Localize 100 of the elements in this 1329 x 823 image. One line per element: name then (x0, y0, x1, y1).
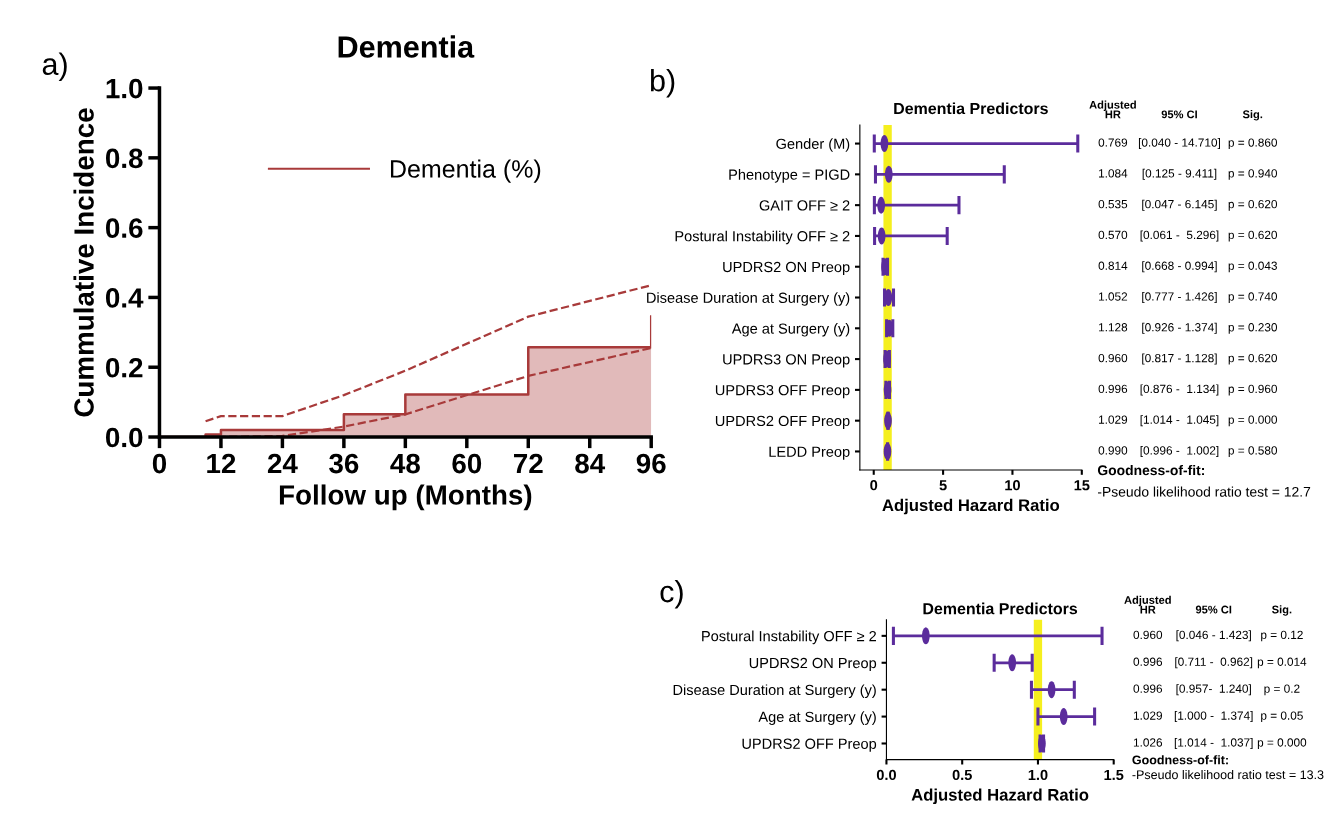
x-tick-label: 96 (636, 453, 666, 474)
chart-title: Dementia (338, 35, 475, 58)
text: p = 0.740 (1228, 292, 1278, 304)
x-axis-title: Adjusted Hazard Ratio (882, 498, 1060, 515)
y-tick-label: UPDRS2 OFF Preop (742, 738, 877, 752)
x-tick-label: 1.5 (1104, 769, 1124, 781)
x-tick-label: 24 (267, 453, 298, 474)
y-tick-label: Gender (M) (776, 138, 850, 152)
x-tick-label: 0.5 (952, 769, 972, 781)
text: Adjusted HR (1089, 100, 1136, 119)
text: 0.570 (1098, 230, 1128, 240)
text: 1.029 (1099, 415, 1128, 424)
x-tick-label: 84 (575, 453, 606, 474)
x-axis-title: Adjusted Hazard Ratio (911, 788, 1089, 805)
text: 0.996 (1133, 657, 1163, 666)
text: p = 0.860 (1228, 138, 1278, 150)
text: 1.026 (1133, 738, 1163, 747)
text: [1.014 - 1.037] (1174, 737, 1253, 749)
text: 1.029 (1133, 711, 1162, 720)
y-tick-label: Postural Instability OFF ≥ 2 (702, 630, 876, 645)
y-tick-label: UPDRS2 ON Preop (749, 657, 877, 672)
y-tick-label: 0.0 (105, 427, 143, 448)
text: [1.014 - 1.045] (1140, 415, 1219, 427)
text: p = 0.620 (1228, 353, 1278, 365)
x-tick-label: 0.0 (876, 769, 896, 781)
y-tick-label: UPDRS2 ON Preop (723, 261, 850, 276)
text: 0.960 (1133, 630, 1163, 640)
text: [1.000 - 1.374] (1174, 711, 1253, 723)
text: [0.996 - 1.002] (1140, 445, 1219, 457)
text: a) (42, 52, 67, 82)
text: [0.777 - 1.426] (1142, 292, 1217, 304)
text: [0.046 - 1.423] (1176, 630, 1251, 642)
chart-title: Dementia Predictors (894, 102, 1048, 115)
text: 1.084 (1099, 169, 1128, 178)
text: -Pseudo likelihood ratio test = 12.7 (1097, 486, 1311, 497)
text: [0.668 - 0.994] (1142, 261, 1217, 273)
text: [0.876 - 1.134] (1140, 384, 1219, 396)
text: Sig. (1272, 605, 1292, 616)
y-tick-label: 0.2 (105, 357, 143, 378)
text: -Pseudo likelihood ratio test = 13.3 (1132, 769, 1324, 780)
text: 95% CI (1161, 110, 1197, 119)
x-tick-label: 15 (1074, 480, 1090, 491)
x-tick-label: 1.0 (1028, 769, 1048, 781)
y-tick-label: UPDRS3 ON Preop (723, 354, 850, 368)
x-tick-label: 60 (452, 453, 482, 474)
y-tick-label: LEDD Preop (769, 446, 850, 460)
text: [0.061 - 5.296] (1140, 230, 1219, 242)
text: p = 0.014 (1257, 657, 1307, 669)
text: [0.047 - 6.145] (1142, 199, 1217, 211)
y-tick-label: Age at Surgery (y) (731, 323, 850, 337)
text: [0.711 - 0.962] (1175, 657, 1253, 669)
y-tick-label: Age at Surgery (y) (758, 711, 876, 725)
x-tick-label: 36 (329, 453, 359, 474)
x-tick-label: 72 (514, 453, 543, 474)
y-tick-label: Phenotype = PIGD (729, 169, 850, 183)
text: c) (660, 580, 683, 609)
text: [0.125 - 9.411] (1142, 168, 1217, 180)
annotation: b) (650, 69, 675, 98)
text: [0.040 - 14.710] (1138, 138, 1220, 150)
x-tick-label: 12 (207, 453, 236, 474)
text: p = 0.620 (1228, 199, 1278, 211)
x-axis-title: Follow up (Months) (279, 484, 532, 511)
text: Sig. (1242, 110, 1263, 121)
legend-label: Dementia (%) (390, 159, 541, 183)
text: p = 0.940 (1228, 169, 1278, 180)
text: p = 0.960 (1228, 384, 1278, 396)
y-tick-label: 0.8 (105, 148, 143, 169)
x-tick-label: 10 (1005, 480, 1020, 491)
text: [0.817 - 1.128] (1142, 353, 1217, 365)
y-tick-label: UPDRS3 OFF Preop (715, 384, 850, 399)
text: 0.535 (1098, 199, 1128, 209)
text: p = 0.12 (1261, 630, 1303, 642)
y-tick-label: Disease Duration at Surgery (y) (673, 684, 876, 698)
text: [0.926 - 1.374] (1142, 322, 1217, 334)
x-tick-label: 0 (870, 480, 878, 491)
y-tick-label: Disease Duration at Surgery (y) (647, 292, 850, 306)
text: Goodness-of-fit: (1132, 755, 1228, 765)
text: p = 0.000 (1257, 738, 1307, 749)
text: Adjusted HR (1124, 595, 1171, 614)
y-tick-label: UPDRS2 OFF Preop (715, 415, 850, 429)
y-tick-label: 0.4 (105, 288, 144, 308)
y-tick-label: 0.6 (105, 218, 143, 238)
text: p = 0.230 (1228, 323, 1278, 334)
text: 0.996 (1098, 384, 1128, 394)
text: p = 0.2 (1264, 684, 1300, 696)
text: p = 0.043 (1228, 261, 1277, 273)
text: 95% CI (1195, 605, 1232, 614)
text: 0.814 (1098, 261, 1128, 270)
y-axis-title: Cummulative Incidence (73, 108, 94, 417)
y-tick-label: 1.0 (106, 78, 143, 99)
text: p = 0.620 (1228, 230, 1278, 242)
text: 0.990 (1098, 446, 1128, 455)
chart-title: Dementia Predictors (923, 602, 1078, 615)
text: [0.957- 1.240] (1176, 684, 1251, 696)
text: p = 0.05 (1261, 711, 1303, 723)
text: 1.128 (1099, 323, 1128, 332)
text: p = 0.580 (1228, 446, 1278, 457)
text: 1.052 (1099, 292, 1128, 301)
x-tick-label: 48 (390, 453, 420, 474)
y-tick-label: Postural Instability OFF ≥ 2 (675, 230, 850, 245)
